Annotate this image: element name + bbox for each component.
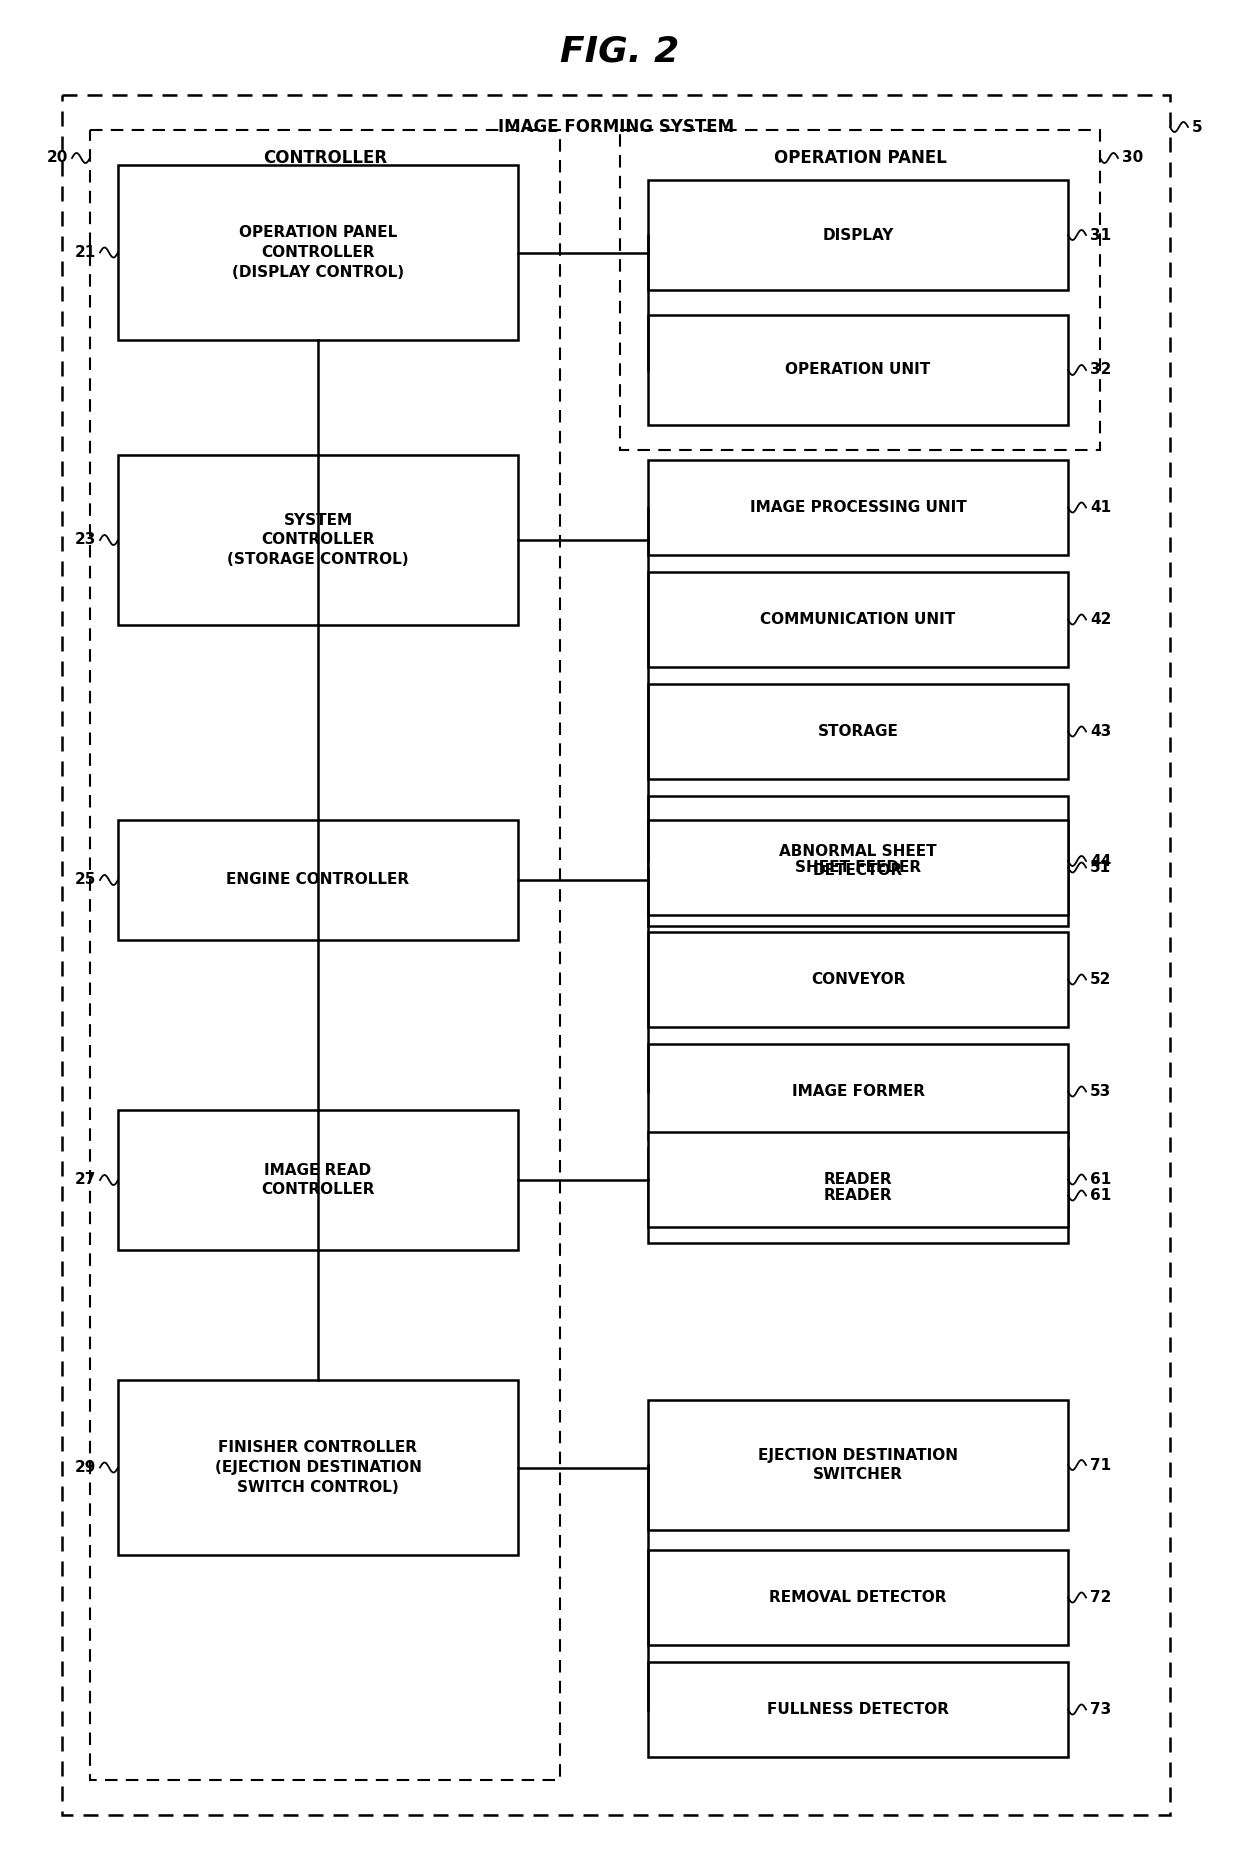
- Text: OPERATION PANEL: OPERATION PANEL: [774, 149, 946, 167]
- Text: 29: 29: [74, 1460, 95, 1474]
- Bar: [649, 1133, 1068, 1227]
- Text: SHEET FEEDER: SHEET FEEDER: [795, 860, 921, 875]
- Text: DISPLAY: DISPLAY: [822, 228, 894, 243]
- Text: 31: 31: [1090, 228, 1111, 243]
- Bar: [649, 932, 1068, 1027]
- Text: FINISHER CONTROLLER
(EJECTION DESTINATION
SWITCH CONTROL): FINISHER CONTROLLER (EJECTION DESTINATIO…: [215, 1441, 422, 1495]
- Text: STORAGE: STORAGE: [817, 724, 899, 739]
- Text: CONTROLLER: CONTROLLER: [263, 149, 387, 167]
- Bar: [649, 683, 1068, 778]
- Bar: [649, 572, 1068, 667]
- Text: 30: 30: [1122, 150, 1143, 165]
- Bar: [649, 821, 1068, 916]
- Text: IMAGE FORMER: IMAGE FORMER: [791, 1084, 925, 1099]
- Text: 23: 23: [74, 533, 95, 548]
- Bar: [118, 821, 518, 940]
- Text: 27: 27: [74, 1172, 95, 1187]
- Bar: [118, 455, 518, 626]
- Text: FIG. 2: FIG. 2: [560, 35, 680, 69]
- Text: COMMUNICATION UNIT: COMMUNICATION UNIT: [760, 613, 956, 628]
- Text: 5: 5: [1192, 119, 1203, 134]
- Text: 43: 43: [1090, 724, 1111, 739]
- Text: EJECTION DESTINATION
SWITCHER: EJECTION DESTINATION SWITCHER: [758, 1448, 959, 1482]
- Text: 61: 61: [1090, 1188, 1111, 1203]
- Text: 52: 52: [1090, 971, 1111, 988]
- Bar: [649, 1044, 1068, 1138]
- Bar: [649, 316, 1068, 425]
- Text: CONVEYOR: CONVEYOR: [811, 971, 905, 988]
- Text: 25: 25: [74, 873, 95, 888]
- Text: ENGINE CONTROLLER: ENGINE CONTROLLER: [227, 873, 409, 888]
- Text: ABNORMAL SHEET
DETECTOR: ABNORMAL SHEET DETECTOR: [779, 843, 936, 878]
- Bar: [118, 1380, 518, 1554]
- Bar: [620, 130, 1100, 449]
- Text: 21: 21: [74, 245, 95, 260]
- Bar: [649, 1148, 1068, 1242]
- Text: READER: READER: [823, 1172, 893, 1187]
- Text: 44: 44: [1090, 854, 1111, 869]
- Text: IMAGE READ
CONTROLLER: IMAGE READ CONTROLLER: [262, 1162, 374, 1198]
- Text: 51: 51: [1090, 860, 1111, 875]
- Bar: [649, 461, 1068, 555]
- Bar: [649, 1400, 1068, 1530]
- Bar: [62, 95, 1171, 1814]
- Text: 73: 73: [1090, 1703, 1111, 1718]
- Bar: [649, 1662, 1068, 1757]
- Bar: [91, 130, 560, 1781]
- Text: 32: 32: [1090, 362, 1111, 377]
- Bar: [649, 797, 1068, 927]
- Text: 72: 72: [1090, 1590, 1111, 1604]
- Text: 71: 71: [1090, 1458, 1111, 1473]
- Text: FULLNESS DETECTOR: FULLNESS DETECTOR: [768, 1703, 949, 1718]
- Text: 61: 61: [1090, 1172, 1111, 1187]
- Text: REMOVAL DETECTOR: REMOVAL DETECTOR: [769, 1590, 947, 1604]
- Bar: [118, 165, 518, 340]
- Bar: [649, 180, 1068, 290]
- Bar: [649, 1551, 1068, 1645]
- Text: 41: 41: [1090, 500, 1111, 514]
- Text: READER: READER: [823, 1188, 893, 1203]
- Text: IMAGE FORMING SYSTEM: IMAGE FORMING SYSTEM: [498, 119, 734, 136]
- Text: OPERATION PANEL
CONTROLLER
(DISPLAY CONTROL): OPERATION PANEL CONTROLLER (DISPLAY CONT…: [232, 225, 404, 280]
- Text: 20: 20: [47, 150, 68, 165]
- Text: SYSTEM
CONTROLLER
(STORAGE CONTROL): SYSTEM CONTROLLER (STORAGE CONTROL): [227, 513, 409, 566]
- Text: OPERATION UNIT: OPERATION UNIT: [785, 362, 931, 377]
- Text: IMAGE PROCESSING UNIT: IMAGE PROCESSING UNIT: [750, 500, 966, 514]
- Text: 42: 42: [1090, 613, 1111, 628]
- Bar: [118, 1110, 518, 1250]
- Text: 53: 53: [1090, 1084, 1111, 1099]
